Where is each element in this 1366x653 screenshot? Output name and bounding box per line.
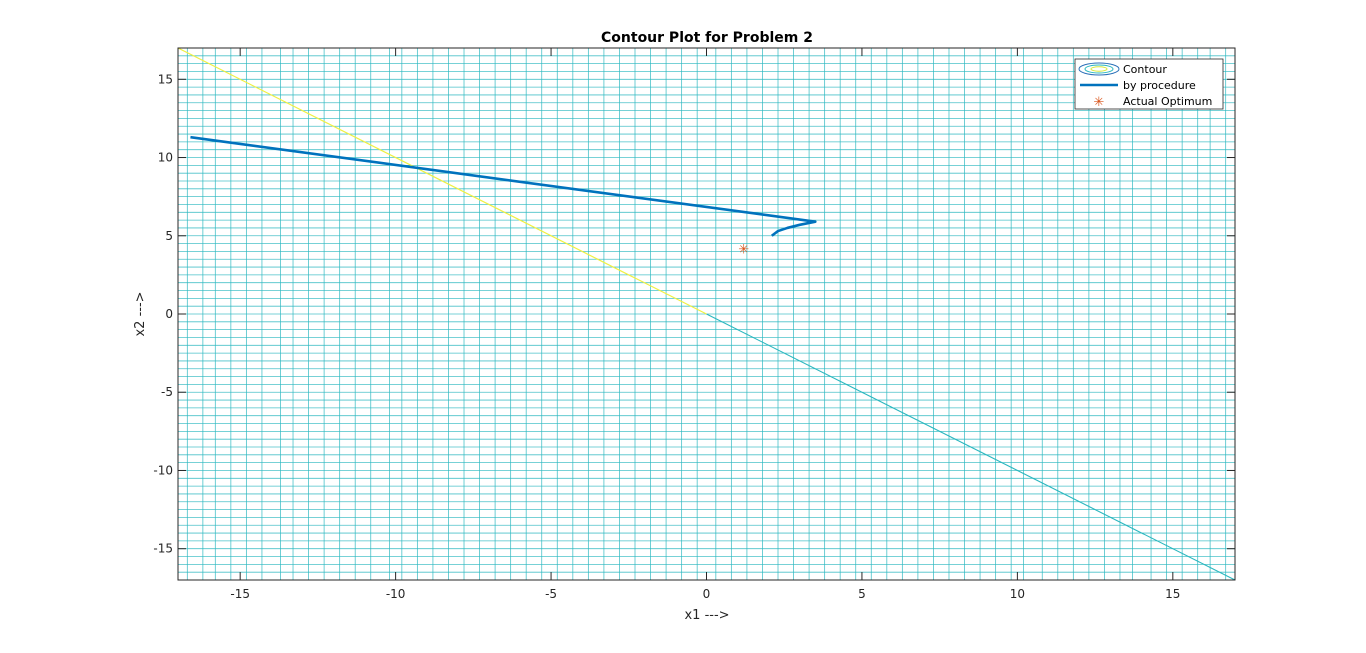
data-series: ✳ (190, 135, 817, 257)
y-tick-label: -15 (153, 542, 173, 556)
legend-label-contour: Contour (1123, 63, 1167, 76)
contour-diagonal-lower (706, 313, 1236, 581)
chart-title: Contour Plot for Problem 2 (601, 30, 813, 46)
y-tick-label: 0 (165, 307, 173, 321)
legend-label-optimum: Actual Optimum (1123, 95, 1212, 108)
procedure-path-line (190, 135, 817, 237)
legend: Contour by procedure ✳ Actual Optimum (1074, 58, 1224, 110)
plot-area: ✳ -15 -10 -5 0 5 10 15 -15 -10 -5 0 5 10 15 (153, 47, 1236, 601)
y-tick-label: 15 (158, 72, 173, 86)
y-tick-label: -5 (161, 385, 173, 399)
x-tick-label: 0 (703, 587, 711, 601)
optimum-marker: ✳ (738, 242, 749, 257)
y-tick-label: 10 (158, 151, 173, 165)
legend-star-icon: ✳ (1094, 95, 1105, 110)
x-tick-label: -15 (230, 587, 250, 601)
contour-diagonal-upper (177, 47, 707, 315)
x-axis-label: x1 ---> (684, 608, 729, 623)
x-tick-label: 10 (1010, 587, 1025, 601)
y-axis-ticks: -15 -10 -5 0 5 10 15 (153, 72, 1235, 556)
y-tick-label: -10 (153, 463, 173, 477)
x-tick-label: -5 (545, 587, 557, 601)
y-axis-label: x2 ---> (133, 291, 148, 336)
legend-contour-icon (1078, 62, 1120, 76)
legend-label-procedure: by procedure (1123, 79, 1196, 92)
x-tick-label: 5 (858, 587, 866, 601)
x-tick-label: -10 (386, 587, 406, 601)
x-axis-ticks: -15 -10 -5 0 5 10 15 (230, 48, 1180, 601)
y-tick-label: 5 (165, 229, 173, 243)
x-tick-label: 15 (1165, 587, 1180, 601)
